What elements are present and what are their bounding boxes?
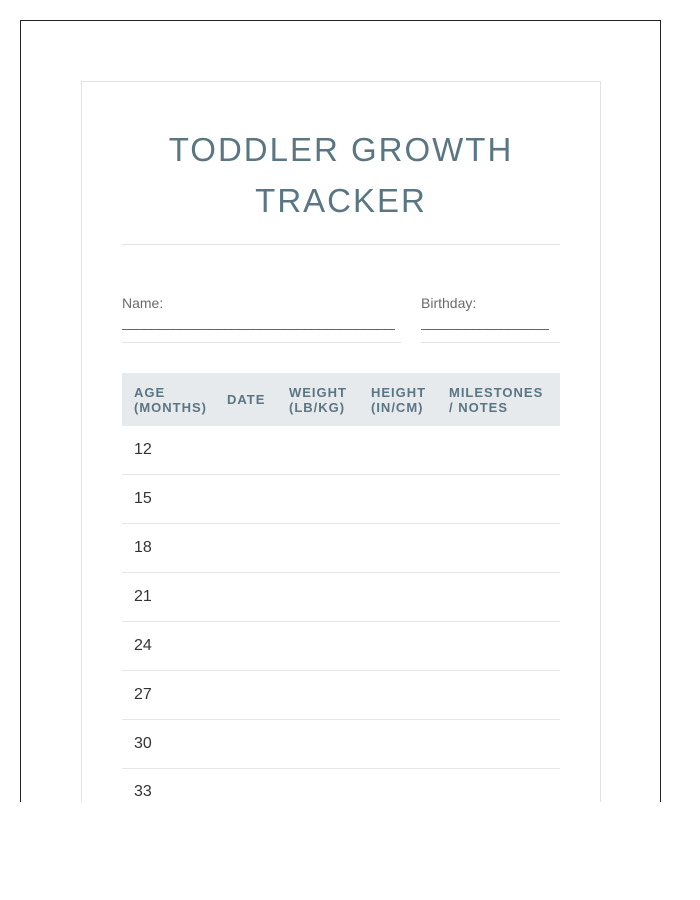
notes-cell[interactable] [436,572,560,622]
age-cell: 18 [122,523,215,573]
growth-table: AGE (MONTHS) DATE WEIGHT (LB/KG) HEIGHT … [122,373,560,809]
age-cell: 27 [122,670,215,720]
header-height: HEIGHT (IN/CM) [358,373,437,426]
date-cell[interactable] [214,474,277,524]
notes-cell[interactable] [436,523,560,573]
notes-cell[interactable] [436,426,560,475]
table-row: 12 [122,426,560,475]
page-frame [20,20,661,802]
date-cell[interactable] [214,670,277,720]
title-divider [122,244,560,245]
birthday-divider [421,342,560,343]
table-row: 21 [122,572,560,622]
height-cell[interactable] [358,719,437,769]
birthday-label: Birthday: [421,295,477,311]
date-cell[interactable] [214,572,277,622]
page-viewport: TODDLER GROWTH TRACKER Name: ___________… [20,20,661,802]
height-cell[interactable] [358,426,437,475]
weight-cell[interactable] [276,719,359,769]
height-cell[interactable] [358,474,437,524]
weight-cell[interactable] [276,426,359,475]
header-age: AGE (MONTHS) [122,373,215,426]
notes-cell[interactable] [436,719,560,769]
age-cell: 33 [134,783,152,800]
notes-cell[interactable] [436,474,560,524]
header-weight: WEIGHT (LB/KG) [276,373,359,426]
date-cell[interactable] [214,621,277,671]
name-field[interactable]: ________________________________________ [122,314,395,330]
age-cell: 30 [122,719,215,769]
table-row: 18 [122,523,560,573]
weight-cell[interactable] [276,523,359,573]
weight-cell[interactable] [276,670,359,720]
height-cell[interactable] [358,621,437,671]
table-row: 33 [122,769,560,809]
age-cell: 15 [122,474,215,524]
notes-cell[interactable] [436,621,560,671]
height-cell[interactable] [358,572,437,622]
table-header-row: AGE (MONTHS) DATE WEIGHT (LB/KG) HEIGHT … [122,373,560,426]
header-date: DATE [214,373,277,426]
date-cell[interactable] [214,523,277,573]
weight-cell[interactable] [276,572,359,622]
date-cell[interactable] [214,426,277,475]
table-row: 24 [122,621,560,671]
tracker-card [81,81,601,802]
date-cell[interactable] [214,719,277,769]
height-cell[interactable] [359,769,437,809]
age-cell: 12 [122,426,215,475]
birthday-field[interactable]: ___________________ [421,314,549,330]
notes-cell[interactable] [436,670,560,720]
age-cell: 24 [122,621,215,671]
notes-cell[interactable] [437,769,560,809]
date-cell[interactable] [215,769,277,809]
height-cell[interactable] [358,670,437,720]
age-cell: 21 [122,572,215,622]
name-divider [122,342,401,343]
weight-cell[interactable] [277,769,359,809]
table-row: 15 [122,474,560,524]
table-row: 27 [122,670,560,720]
weight-cell[interactable] [276,474,359,524]
height-cell[interactable] [358,523,437,573]
name-label: Name: [122,295,164,311]
table-row: 30 [122,719,560,769]
page-title: TODDLER GROWTH TRACKER [168,131,514,219]
header-notes: MILESTONES / NOTES [436,373,560,426]
weight-cell[interactable] [276,621,359,671]
